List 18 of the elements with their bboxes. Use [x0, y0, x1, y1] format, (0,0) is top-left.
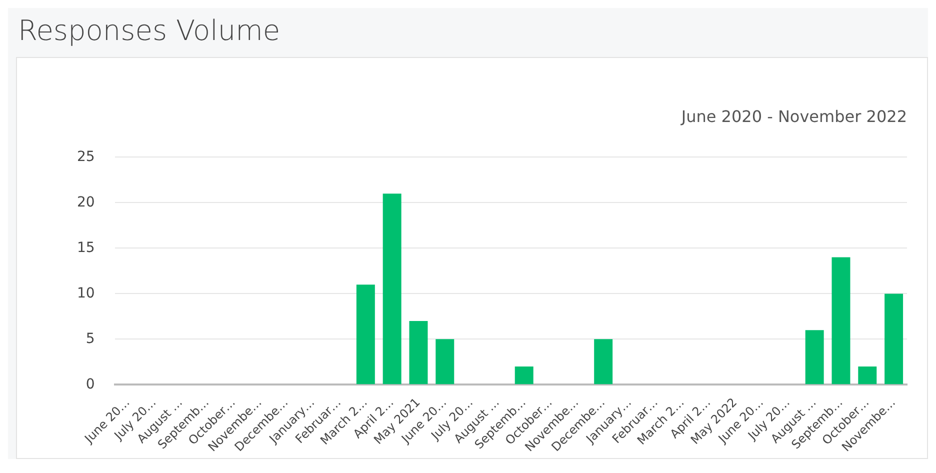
bar: [594, 339, 613, 384]
bar: [832, 257, 850, 384]
chart-title: Responses Volume: [17, 13, 282, 49]
bar: [884, 294, 904, 384]
y-tick-label: 15: [76, 240, 95, 256]
bar: [858, 366, 877, 384]
y-tick-label: 10: [76, 285, 95, 302]
bar: [382, 194, 402, 384]
y-tick-label: 20: [76, 194, 95, 210]
chart-subtitle: June 2020 - November 2022: [680, 106, 907, 126]
bar: [436, 339, 454, 384]
bar: [805, 330, 824, 384]
bar: [356, 284, 375, 384]
bar: [514, 366, 534, 384]
y-tick-label: 25: [76, 148, 95, 165]
bar: [409, 320, 428, 384]
y-tick-label: 0: [86, 376, 95, 392]
y-tick-label: 5: [86, 330, 95, 347]
